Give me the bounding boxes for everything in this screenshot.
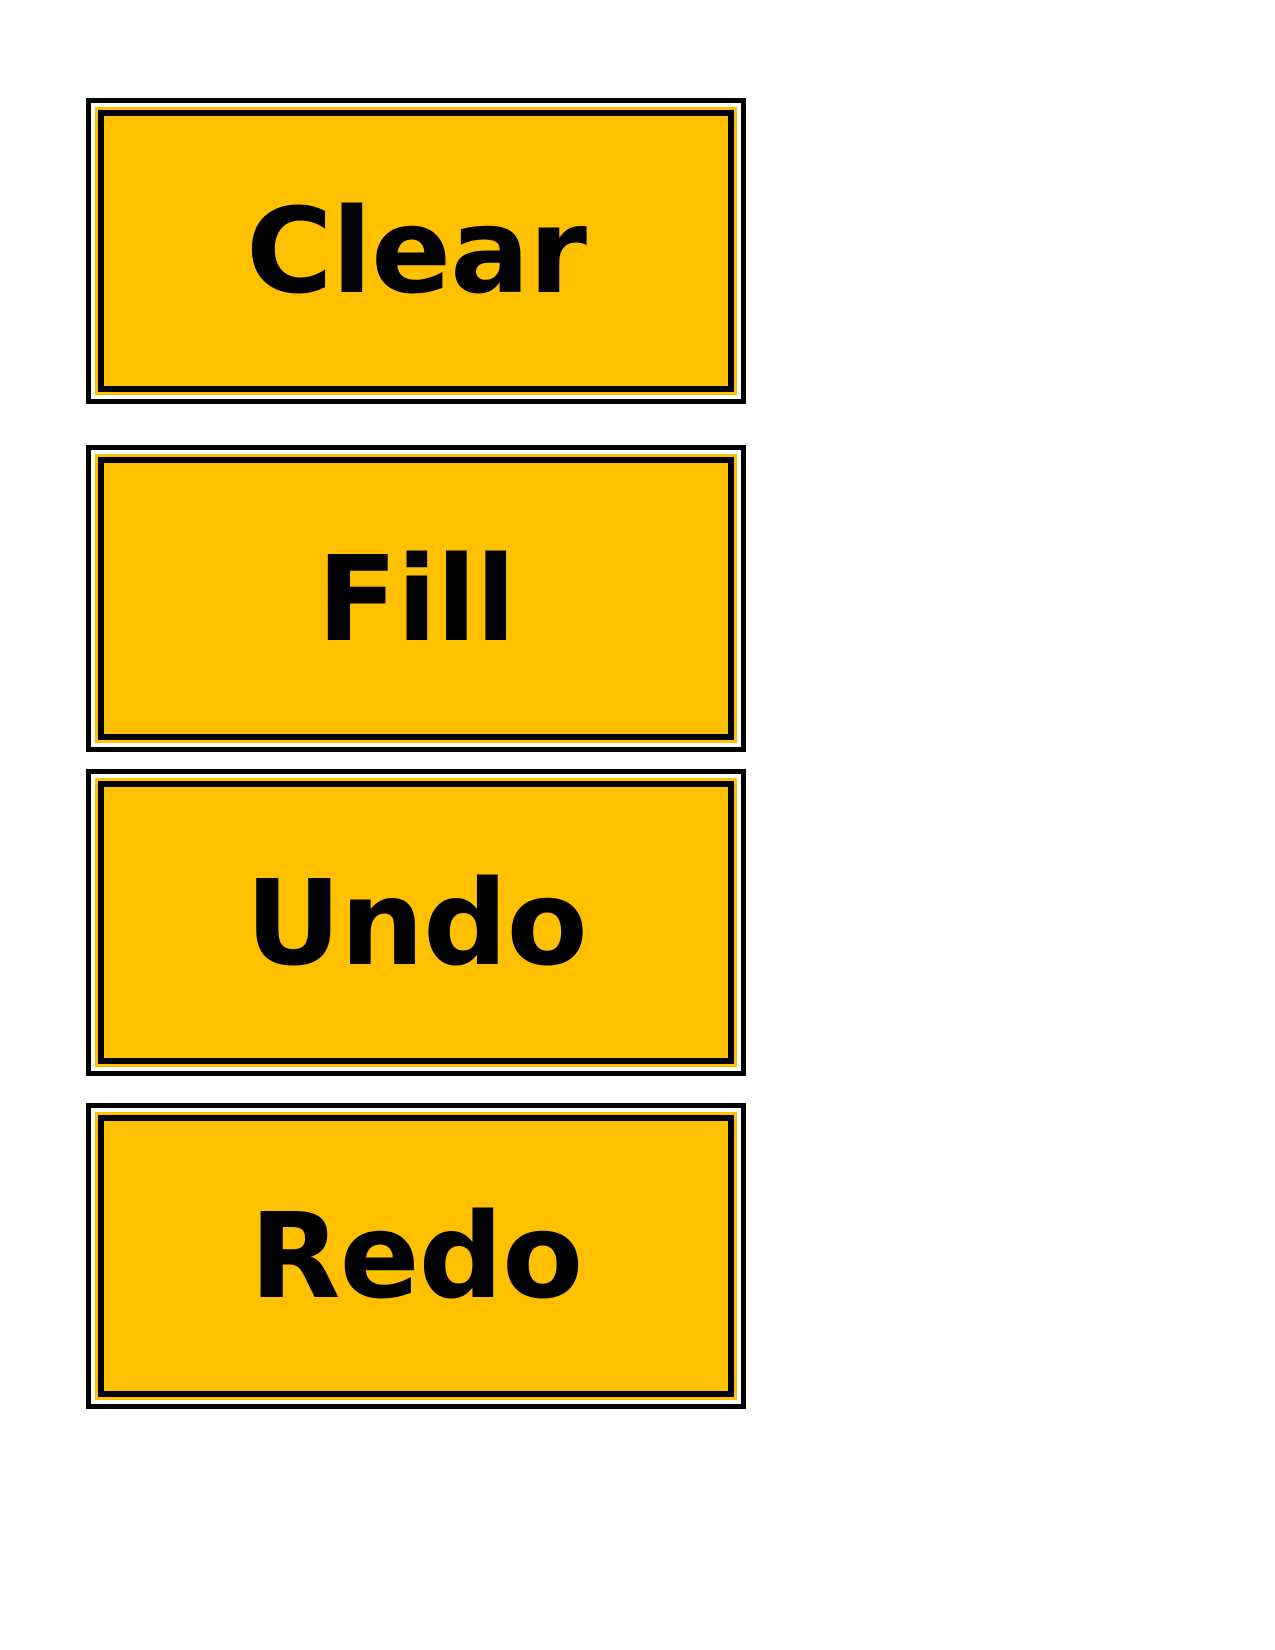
fill-button-gold-ring: Fill xyxy=(95,454,737,743)
redo-button-gold-ring: Redo xyxy=(95,1112,737,1400)
undo-button-label: Undo xyxy=(245,853,587,992)
fill-button[interactable]: Fill xyxy=(86,445,746,752)
redo-button-label: Redo xyxy=(249,1187,583,1325)
fill-button-label: Fill xyxy=(317,529,516,668)
redo-button[interactable]: Redo xyxy=(86,1103,746,1409)
fill-button-face: Fill xyxy=(98,457,734,740)
clear-button-face: Clear xyxy=(98,110,734,392)
undo-button-gold-ring: Undo xyxy=(95,778,737,1067)
clear-button-label: Clear xyxy=(246,182,587,320)
clear-button-gold-ring: Clear xyxy=(95,107,737,395)
undo-button[interactable]: Undo xyxy=(86,769,746,1076)
undo-button-face: Undo xyxy=(98,781,734,1064)
clear-button[interactable]: Clear xyxy=(86,98,746,404)
redo-button-face: Redo xyxy=(98,1115,734,1397)
